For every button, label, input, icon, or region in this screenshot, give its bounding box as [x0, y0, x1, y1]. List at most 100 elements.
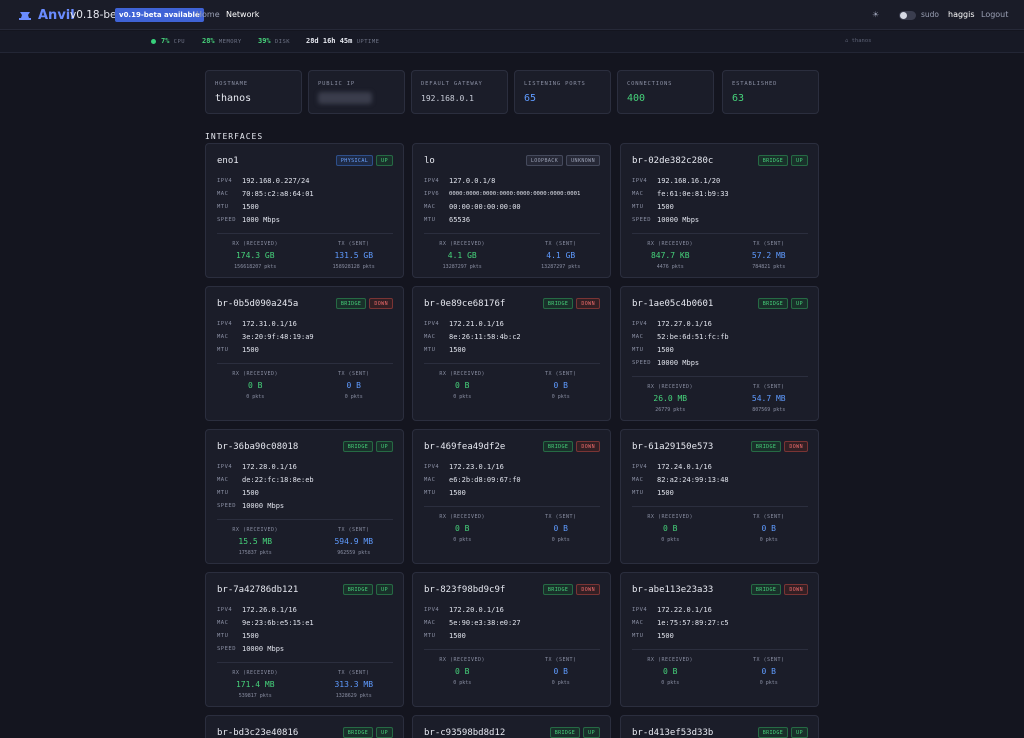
interface-card[interactable]: br-d413ef53d33b BRIDGE UP: [620, 715, 819, 738]
tx-packets: 962559 pkts: [337, 550, 371, 557]
interface-card[interactable]: br-c93598bd8d12 BRIDGE UP: [412, 715, 611, 738]
detail-label: MTU: [217, 203, 229, 210]
tx-label: TX (SENT): [337, 527, 370, 534]
logout-link[interactable]: Logout: [981, 10, 1009, 19]
interface-card[interactable]: br-1ae05c4b0601 BRIDGE UP IPV4 172.27.0.1/16…: [620, 286, 819, 421]
disk-label: DISK: [274, 39, 291, 45]
interface-name: br-1ae05c4b0601: [632, 299, 714, 309]
tx-packets: 0 pkts: [551, 537, 570, 544]
card-divider: [632, 506, 808, 508]
interface-card[interactable]: br-bd3c23e40816 BRIDGE UP: [205, 715, 404, 738]
traffic-stats: RX (RECEIVED) 0 B 0 pkts TX (SENT) 0 B 0 pkts: [621, 514, 818, 543]
interface-card[interactable]: lo LOOPBACK UNKNOWN IPV4 127.0.0.1/8 IPV6 0000…: [412, 143, 611, 278]
summary-card-established[interactable]: ESTABLISHED 63: [722, 70, 819, 114]
theme-toggle-icon[interactable]: ☀: [872, 10, 880, 19]
tx-packets: 0 pkts: [551, 680, 570, 687]
detail-value-mtu: 1500: [242, 631, 259, 640]
interface-card[interactable]: br-0e89ce68176f BRIDGE DOWN IPV4 172.21.0.1/…: [412, 286, 611, 421]
tx-value: 0 B: [346, 381, 361, 391]
tx-packets: 0 pkts: [551, 394, 570, 401]
detail-label: SPEED: [632, 216, 652, 223]
detail-row-ipv4: IPV4 172.24.0.1/16: [632, 461, 810, 474]
rx-value: 0 B: [248, 381, 263, 391]
detail-label: MAC: [424, 203, 436, 210]
interface-type-badge: BRIDGE: [542, 441, 574, 452]
interface-badges: BRIDGE UP: [757, 298, 808, 309]
detail-value-mac: 3e:20:9f:48:19:a9: [242, 333, 314, 342]
detail-value-ipv4: 172.27.0.1/16: [657, 320, 712, 329]
detail-value-mac: de:22:fc:18:8e:eb: [242, 476, 314, 485]
sudo-toggle[interactable]: [899, 11, 916, 20]
rx-value: 0 B: [663, 524, 678, 534]
public-ip-redacted[interactable]: [318, 92, 372, 104]
interface-card[interactable]: br-7a42786db121 BRIDGE UP IPV4 172.26.0.1/16…: [205, 572, 404, 707]
detail-value-mac: 70:85:c2:a8:64:01: [242, 190, 314, 199]
detail-row-ipv4: IPV4 172.21.0.1/16: [424, 318, 602, 331]
anvil-logo-icon[interactable]: [18, 9, 32, 21]
interface-name: br-02de382c280c: [632, 156, 714, 166]
detail-label: SPEED: [217, 502, 237, 509]
detail-label: MAC: [632, 191, 644, 198]
detail-label: MTU: [632, 346, 644, 353]
rx-label: RX (RECEIVED): [232, 670, 279, 677]
detail-row-speed: SPEED 10000 Mbps: [632, 356, 810, 369]
interface-card[interactable]: br-02de382c280c BRIDGE UP IPV4 192.168.16.1/…: [620, 143, 819, 278]
interface-card[interactable]: br-61a29150e573 BRIDGE DOWN IPV4 172.24.0.1/…: [620, 429, 819, 564]
interface-state-badge: DOWN: [784, 441, 808, 452]
detail-value-mtu: 1500: [242, 488, 259, 497]
detail-label: MAC: [217, 620, 229, 627]
detail-row-ipv4: IPV4 127.0.0.1/8: [424, 175, 602, 188]
interface-name: eno1: [217, 156, 239, 166]
interface-card[interactable]: br-469fea49df2e BRIDGE DOWN IPV4 172.23.0.1/…: [412, 429, 611, 564]
interface-card[interactable]: br-823f98bd9c9f BRIDGE DOWN IPV4 172.20.0.1/…: [412, 572, 611, 707]
brand-name[interactable]: Anvil: [38, 8, 75, 23]
tx-packets: 0 pkts: [759, 680, 778, 687]
tx-label: TX (SENT): [544, 514, 577, 521]
rx-packets: 175837 pkts: [238, 550, 272, 557]
cpu-stat: 7% CPU: [161, 37, 185, 45]
rx-label: RX (RECEIVED): [647, 514, 694, 521]
detail-value-speed: 1000 Mbps: [242, 215, 280, 224]
interface-name: br-0b5d090a245a: [217, 299, 299, 309]
detail-label: MAC: [632, 620, 644, 627]
interface-details: IPV4 172.27.0.1/16 MAC 52:be:6d:51:fc:fb MTU…: [632, 318, 810, 369]
version-label: v0.18-beta: [70, 9, 128, 21]
nav-network[interactable]: Network: [226, 10, 260, 19]
interface-state-badge: UP: [376, 155, 393, 166]
interface-card[interactable]: br-0b5d090a245a BRIDGE DOWN IPV4 172.31.0.1/…: [205, 286, 404, 421]
interface-state-badge: UP: [791, 298, 808, 309]
detail-label: MTU: [424, 489, 436, 496]
interface-badges: BRIDGE UP: [342, 727, 393, 738]
interface-card[interactable]: br-abe113e23a33 BRIDGE DOWN IPV4 172.22.0.1/…: [620, 572, 819, 707]
rx-label: RX (RECEIVED): [647, 384, 694, 391]
update-available-badge[interactable]: v0.19-beta available: [115, 8, 204, 22]
detail-label: MAC: [424, 620, 436, 627]
detail-value-mtu: 1500: [242, 202, 259, 211]
interface-details: IPV4 192.168.0.227/24 MAC 70:85:c2:a8:64:01…: [217, 175, 395, 226]
summary-card-connections[interactable]: CONNECTIONS 400: [617, 70, 714, 114]
detail-value-mtu: 1500: [449, 488, 466, 497]
stats-bar: [0, 31, 1024, 53]
detail-label: MAC: [632, 334, 644, 341]
nav-home[interactable]: Home: [196, 10, 220, 19]
detail-value-ipv4: 172.23.0.1/16: [449, 463, 504, 472]
interface-type-badge: BRIDGE: [757, 155, 789, 166]
detail-row-mtu: MTU 65536: [424, 213, 602, 226]
summary-card-listening-ports[interactable]: LISTENING PORTS 65: [514, 70, 611, 114]
tx-column: TX (SENT) 57.2 MB 784821 pkts: [720, 241, 819, 270]
tx-value: 57.2 MB: [751, 251, 786, 261]
tx-label: TX (SENT): [752, 241, 785, 248]
username[interactable]: haggis: [948, 10, 975, 19]
rx-packets: 0 pkts: [661, 680, 680, 687]
memory-stat: 28% MEMORY: [202, 37, 242, 45]
interface-card[interactable]: eno1 PHYSICAL UP IPV4 192.168.0.227/24 MAC 70:…: [205, 143, 404, 278]
interface-card[interactable]: br-36ba90c08018 BRIDGE UP IPV4 172.28.0.1/16…: [205, 429, 404, 564]
tx-value: 0 B: [553, 524, 568, 534]
card-divider: [632, 233, 808, 235]
interface-name: br-abe113e23a33: [632, 585, 714, 595]
detail-value-speed: 10000 Mbps: [657, 215, 700, 224]
rx-column: RX (RECEIVED) 174.3 GB 156618207 pkts: [206, 241, 305, 270]
tx-value: 0 B: [553, 667, 568, 677]
rx-packets: 13287297 pkts: [442, 264, 482, 271]
detail-value-mac: 9e:23:6b:e5:15:e1: [242, 619, 314, 628]
